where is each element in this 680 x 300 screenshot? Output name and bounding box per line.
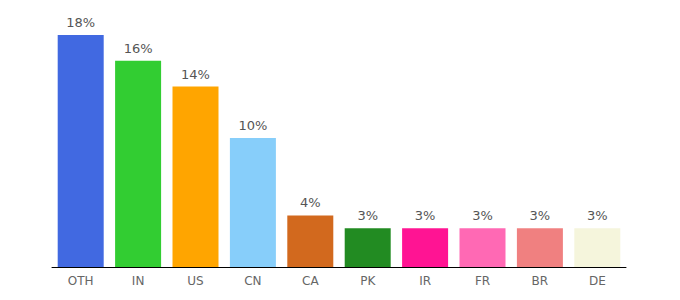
svg-text:3%: 3% (415, 208, 436, 223)
svg-text:16%: 16% (124, 41, 153, 56)
svg-text:18%: 18% (66, 15, 95, 30)
svg-text:3%: 3% (357, 208, 378, 223)
svg-text:FR: FR (475, 274, 490, 288)
svg-text:14%: 14% (181, 67, 210, 82)
svg-text:BR: BR (532, 274, 549, 288)
svg-text:IN: IN (132, 274, 145, 288)
svg-text:IR: IR (419, 274, 431, 288)
svg-text:3%: 3% (472, 208, 493, 223)
svg-text:CA: CA (302, 274, 319, 288)
svg-text:3%: 3% (587, 208, 608, 223)
svg-text:CN: CN (244, 274, 261, 288)
svg-text:OTH: OTH (68, 274, 94, 288)
svg-text:DE: DE (589, 274, 606, 288)
svg-text:10%: 10% (238, 118, 267, 133)
svg-text:4%: 4% (300, 195, 321, 210)
svg-text:US: US (187, 274, 203, 288)
svg-text:3%: 3% (530, 208, 551, 223)
svg-text:PK: PK (360, 274, 376, 288)
